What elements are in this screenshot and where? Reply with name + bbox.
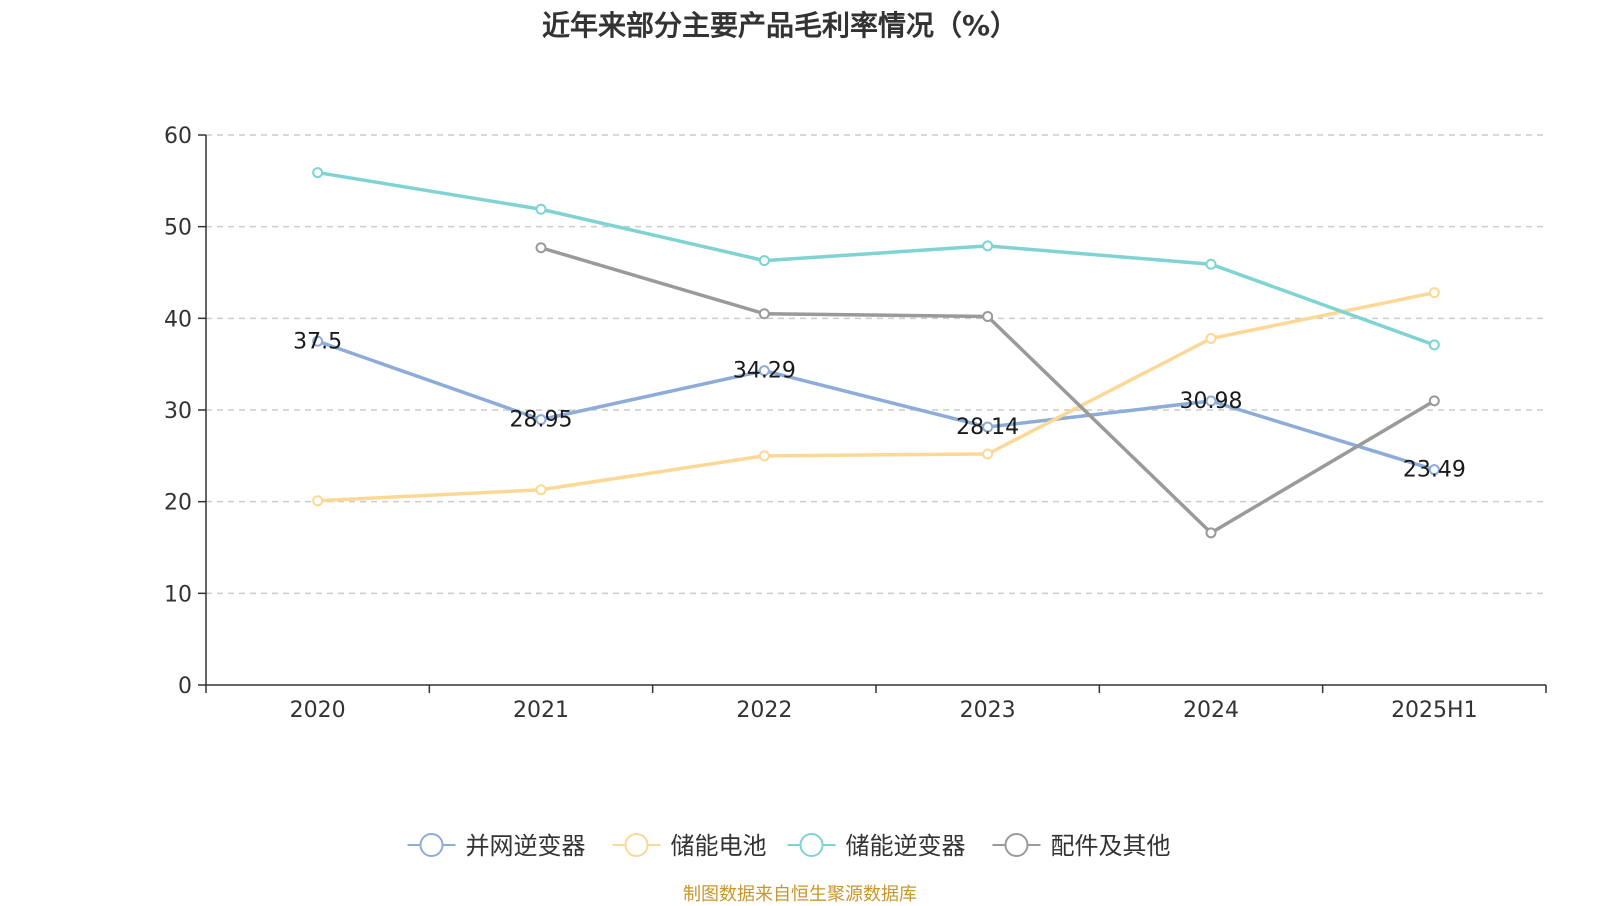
data-label: 34.29 bbox=[733, 359, 796, 384]
data-point bbox=[1205, 527, 1217, 539]
grid-lines bbox=[206, 134, 1546, 595]
series-4 bbox=[535, 242, 1440, 539]
legend-marker bbox=[1004, 833, 1029, 857]
chart-title: 近年来部分主要产品毛利率情况（%） bbox=[541, 9, 1019, 42]
data-label: 23.49 bbox=[1403, 458, 1466, 483]
data-point bbox=[982, 240, 994, 252]
x-tick-label: 2021 bbox=[513, 698, 569, 723]
data-label: 30.98 bbox=[1180, 389, 1243, 414]
x-tick-label: 2023 bbox=[960, 698, 1016, 723]
x-tick-label: 2024 bbox=[1183, 698, 1239, 723]
data-point bbox=[982, 421, 994, 433]
axes: 0 10 20 30 40 50 60 2020 2021 2022 2023 2024 2025H1 bbox=[164, 124, 1547, 723]
series-3 bbox=[312, 167, 1440, 351]
x-tick-label: 2022 bbox=[736, 698, 792, 723]
series-1 bbox=[312, 335, 1440, 476]
y-tick-label: 30 bbox=[164, 399, 192, 424]
data-point bbox=[1428, 339, 1440, 351]
legend-label: 配件及其他 bbox=[1051, 832, 1171, 860]
data-point bbox=[535, 242, 547, 254]
data-point bbox=[535, 484, 547, 496]
legend-label: 储能电池 bbox=[671, 832, 767, 860]
data-point bbox=[1205, 333, 1217, 344]
series-line bbox=[317, 170, 1435, 347]
y-tick-label: 10 bbox=[164, 582, 192, 607]
data-label: 28.95 bbox=[510, 408, 573, 433]
y-tick-label: 40 bbox=[164, 307, 192, 332]
legend-item-2: 储能电池 bbox=[612, 832, 767, 860]
data-point bbox=[535, 414, 547, 426]
data-point bbox=[758, 450, 770, 462]
data-label: 37.5 bbox=[293, 329, 342, 354]
data-point bbox=[758, 308, 770, 320]
series-line bbox=[317, 290, 1435, 503]
data-point bbox=[982, 311, 994, 322]
data-point bbox=[312, 495, 324, 507]
data-point bbox=[1205, 258, 1217, 270]
data-point bbox=[1428, 395, 1440, 407]
data-labels: 37.5 28.95 34.29 28.14 30.98 23.49 bbox=[293, 329, 1466, 482]
y-tick-label: 50 bbox=[164, 216, 192, 241]
legend-marker bbox=[624, 833, 649, 857]
y-tick-label: 20 bbox=[164, 491, 192, 516]
data-point bbox=[758, 255, 770, 267]
source-note: 制图数据来自恒生聚源数据库 bbox=[683, 884, 917, 905]
series-line bbox=[317, 339, 1435, 472]
series-2 bbox=[312, 287, 1440, 507]
legend-item-1: 并网逆变器 bbox=[407, 832, 586, 860]
y-tick-label: 60 bbox=[164, 124, 192, 149]
legend-marker bbox=[419, 833, 444, 857]
legend-marker bbox=[799, 833, 824, 857]
series bbox=[312, 167, 1440, 539]
data-point bbox=[1428, 287, 1440, 299]
legend-label: 储能逆变器 bbox=[846, 832, 966, 860]
x-tick-label: 2020 bbox=[290, 698, 346, 723]
legend-item-4: 配件及其他 bbox=[992, 832, 1171, 860]
legend-label: 并网逆变器 bbox=[466, 832, 586, 860]
data-point bbox=[535, 203, 547, 215]
data-point bbox=[312, 335, 324, 347]
legend-item-3: 储能逆变器 bbox=[787, 832, 966, 860]
data-point bbox=[1428, 464, 1440, 476]
data-point bbox=[1205, 395, 1217, 407]
x-tick-label: 2025H1 bbox=[1391, 698, 1478, 723]
data-point bbox=[312, 167, 324, 179]
legend: 并网逆变器 储能电池 储能逆变器 配件及其他 bbox=[407, 832, 1171, 860]
y-tick-label: 0 bbox=[178, 674, 192, 699]
data-point bbox=[758, 365, 770, 377]
data-point bbox=[982, 448, 994, 460]
data-label: 28.14 bbox=[956, 415, 1019, 440]
